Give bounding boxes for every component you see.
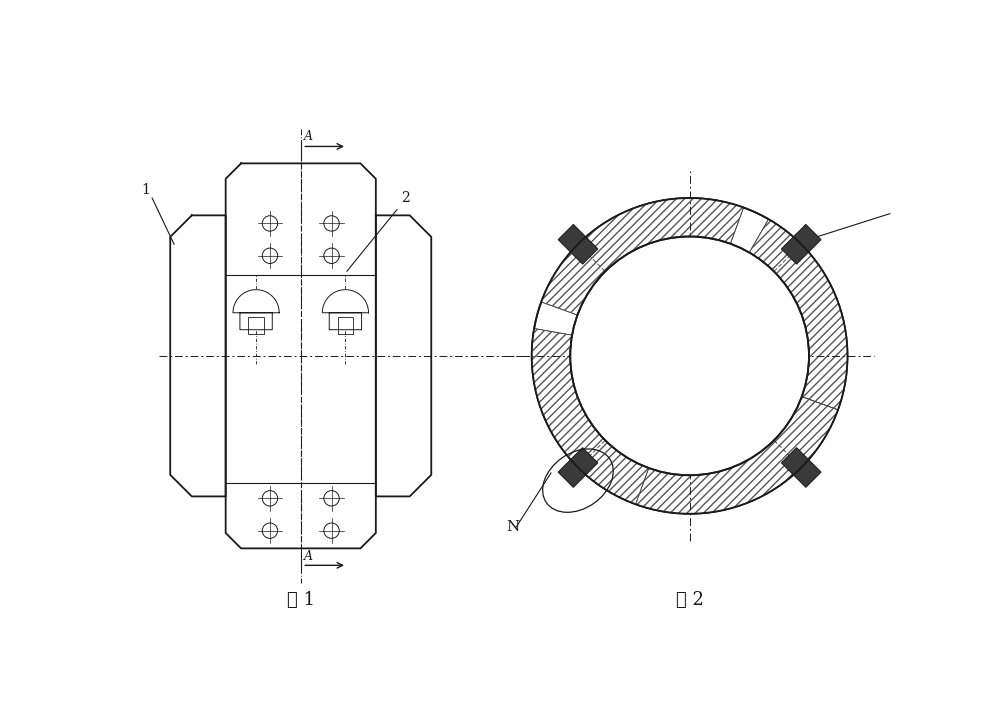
Text: 图 2: 图 2 <box>676 591 704 609</box>
Polygon shape <box>322 290 369 329</box>
Text: A: A <box>304 130 313 144</box>
Circle shape <box>570 237 809 475</box>
Wedge shape <box>749 219 847 410</box>
Bar <box>248 317 264 334</box>
FancyBboxPatch shape <box>781 448 821 487</box>
FancyBboxPatch shape <box>558 448 598 487</box>
Polygon shape <box>233 290 279 329</box>
Wedge shape <box>532 329 669 511</box>
Text: 2: 2 <box>401 191 410 205</box>
FancyBboxPatch shape <box>781 224 821 264</box>
Text: 图 1: 图 1 <box>287 591 315 609</box>
Wedge shape <box>636 397 838 514</box>
Bar <box>338 317 353 334</box>
Text: A: A <box>304 550 313 563</box>
FancyBboxPatch shape <box>558 224 598 264</box>
Text: N: N <box>506 520 520 534</box>
Wedge shape <box>541 198 744 315</box>
Text: 1: 1 <box>141 183 150 197</box>
Circle shape <box>532 198 847 514</box>
